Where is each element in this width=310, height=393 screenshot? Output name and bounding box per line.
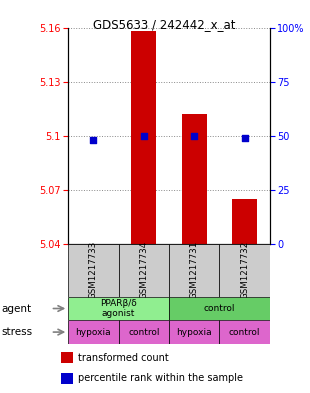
Text: GDS5633 / 242442_x_at: GDS5633 / 242442_x_at [93,18,236,31]
Text: GSM1217734: GSM1217734 [139,241,148,299]
Bar [68,320,118,344]
Bar [169,244,219,297]
Bar [219,244,270,297]
Point [141,132,146,139]
Bar [118,320,169,344]
Bar [169,320,219,344]
Bar [131,31,156,244]
Text: control: control [128,328,160,336]
Text: hypoxia: hypoxia [176,328,212,336]
Text: agent: agent [2,303,32,314]
Text: GSM1217731: GSM1217731 [190,241,199,299]
Bar [61,373,73,384]
Point [242,134,247,141]
Bar [169,297,270,320]
Bar [182,114,207,244]
Bar [61,352,73,364]
Text: GSM1217732: GSM1217732 [240,241,249,299]
Text: control: control [229,328,260,336]
Text: control: control [204,304,235,313]
Bar [68,244,118,297]
Text: transformed count: transformed count [78,353,168,363]
Bar [232,198,257,244]
Point [192,132,197,139]
Bar [68,297,169,320]
Point [91,137,96,143]
Text: hypoxia: hypoxia [76,328,111,336]
Text: GSM1217733: GSM1217733 [89,241,98,299]
Bar [219,320,270,344]
Text: stress: stress [2,327,33,337]
Bar [118,244,169,297]
Text: percentile rank within the sample: percentile rank within the sample [78,373,243,383]
Text: PPARβ/δ
agonist: PPARβ/δ agonist [100,299,137,318]
